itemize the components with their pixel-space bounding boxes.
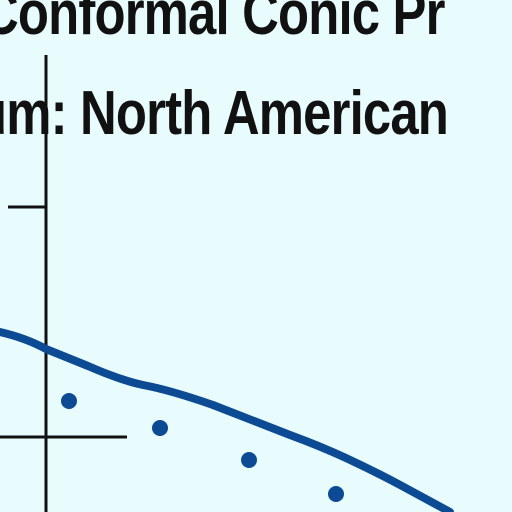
map-title-projection: Conformal Conic Pr xyxy=(0,0,445,48)
city-dot-icon[interactable] xyxy=(61,393,77,409)
city-dot-icon[interactable] xyxy=(328,486,344,502)
city-dot-icon[interactable] xyxy=(241,452,257,468)
city-dot-icon[interactable] xyxy=(152,420,168,436)
map-title-datum: um: North American xyxy=(0,79,449,148)
boundary-line xyxy=(0,328,454,512)
